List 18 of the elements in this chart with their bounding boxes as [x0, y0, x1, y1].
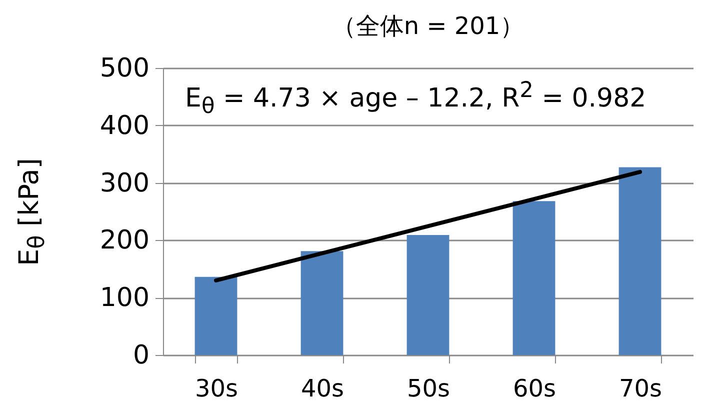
bar: [194, 276, 238, 355]
bar: [406, 235, 450, 355]
annotation: E$_{θ}$ = 4.73 × age – 12.2, R$^{2}$ = 0.982: [185, 78, 646, 119]
x-tick-label: 60s: [512, 374, 556, 402]
y-tick-label: 400: [100, 110, 150, 141]
chart-title: （全体n = 201）: [332, 12, 524, 40]
x-tick-label: 40s: [300, 374, 344, 402]
y-tick-label: 200: [100, 226, 150, 256]
bar: [300, 251, 344, 355]
y-tick-label: 0: [132, 340, 150, 370]
y-tick-label: 300: [100, 168, 150, 198]
x-tick-label: 50s: [406, 374, 450, 402]
bar: [618, 167, 662, 355]
y-tick-label: 100: [100, 283, 150, 314]
y-tick-label: 500: [100, 54, 150, 84]
bar: [512, 201, 556, 355]
x-tick-label: 70s: [618, 374, 662, 402]
x-tick-label: 30s: [194, 374, 238, 402]
